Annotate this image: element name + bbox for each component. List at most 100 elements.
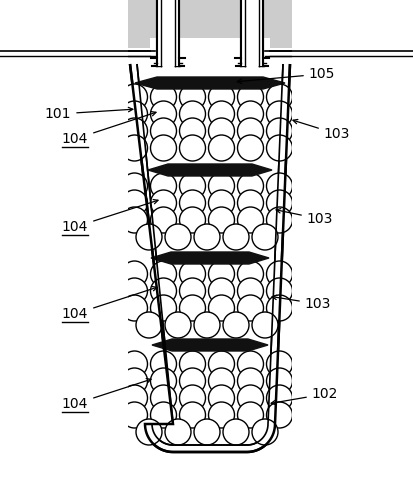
Text: 104: 104 [62,287,157,321]
Circle shape [237,278,263,304]
Circle shape [165,312,190,338]
Circle shape [208,385,234,411]
Circle shape [266,84,292,110]
Circle shape [237,261,263,287]
Polygon shape [147,164,271,176]
Circle shape [237,385,263,411]
Circle shape [252,312,277,338]
Circle shape [223,419,248,445]
Circle shape [208,118,234,144]
Circle shape [266,173,292,199]
Circle shape [179,101,205,127]
Circle shape [150,351,176,377]
Circle shape [179,278,205,304]
Circle shape [121,278,147,304]
Circle shape [179,118,205,144]
Polygon shape [135,77,284,89]
Circle shape [121,190,147,216]
Circle shape [150,295,176,321]
Circle shape [121,135,147,161]
Circle shape [121,351,147,377]
Circle shape [179,351,205,377]
Circle shape [266,278,292,304]
Bar [0,0,128,504]
Circle shape [237,173,263,199]
Circle shape [266,351,292,377]
Circle shape [194,224,219,250]
Circle shape [237,351,263,377]
Circle shape [237,101,263,127]
Circle shape [165,419,190,445]
Circle shape [150,278,176,304]
Circle shape [179,295,205,321]
Circle shape [179,402,205,428]
Polygon shape [151,252,268,264]
Bar [291,0,413,504]
Circle shape [121,173,147,199]
Circle shape [208,295,234,321]
Circle shape [266,295,292,321]
Bar [0,457,413,504]
Circle shape [121,118,147,144]
Circle shape [150,84,176,110]
Circle shape [208,351,234,377]
Polygon shape [130,64,289,452]
Circle shape [237,118,263,144]
Circle shape [237,135,263,161]
Circle shape [179,173,205,199]
Circle shape [179,385,205,411]
Text: 104: 104 [62,111,156,146]
Text: 101: 101 [45,107,133,121]
Circle shape [237,295,263,321]
Circle shape [237,190,263,216]
Circle shape [136,419,161,445]
Circle shape [208,84,234,110]
Bar [157,0,178,66]
Circle shape [252,419,277,445]
Circle shape [208,402,234,428]
Circle shape [150,368,176,394]
Circle shape [150,173,176,199]
Circle shape [179,84,205,110]
Circle shape [150,207,176,233]
Text: 103: 103 [275,209,332,226]
Circle shape [266,207,292,233]
Circle shape [150,190,176,216]
Circle shape [150,261,176,287]
Circle shape [179,368,205,394]
Circle shape [121,295,147,321]
Circle shape [266,368,292,394]
Bar [157,0,178,66]
Bar [240,0,262,66]
Circle shape [237,368,263,394]
Text: 103: 103 [271,295,330,311]
Circle shape [237,207,263,233]
Circle shape [266,402,292,428]
Circle shape [223,224,248,250]
Circle shape [223,312,248,338]
Circle shape [121,402,147,428]
Circle shape [165,224,190,250]
Polygon shape [152,339,267,351]
Circle shape [121,207,147,233]
Circle shape [252,224,277,250]
Circle shape [208,173,234,199]
Circle shape [136,224,161,250]
Circle shape [208,101,234,127]
Circle shape [208,190,234,216]
Circle shape [150,135,176,161]
Polygon shape [137,64,282,445]
Circle shape [208,261,234,287]
Circle shape [179,135,205,161]
Bar [240,0,262,66]
Circle shape [179,190,205,216]
Circle shape [121,84,147,110]
Text: 102: 102 [271,387,337,405]
Circle shape [121,101,147,127]
Circle shape [150,402,176,428]
Circle shape [136,312,161,338]
Circle shape [266,118,292,144]
Circle shape [179,207,205,233]
Circle shape [150,118,176,144]
Circle shape [208,135,234,161]
